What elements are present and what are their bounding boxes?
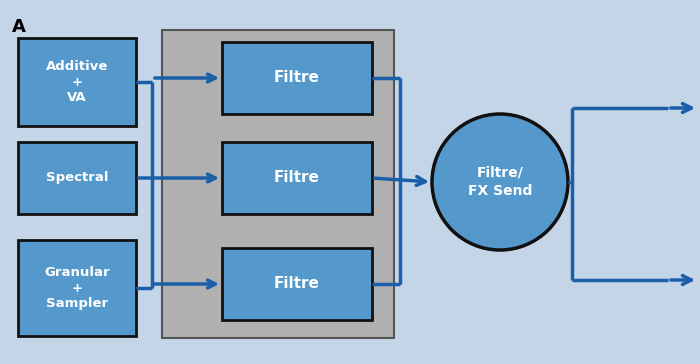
Text: A: A [12,18,26,36]
Ellipse shape [432,114,568,250]
Bar [162,30,394,338]
Bar [222,248,372,320]
Text: Additive
+
VA: Additive + VA [46,60,108,104]
Text: Filtre: Filtre [274,277,320,292]
Text: Filtre/
FX Send: Filtre/ FX Send [468,166,532,198]
Bar [18,240,136,336]
Bar [18,142,136,214]
Text: Spectral: Spectral [46,171,108,185]
Bar [18,38,136,126]
Bar [222,142,372,214]
Bar [222,42,372,114]
Text: Granular
+
Sampler: Granular + Sampler [44,266,110,310]
Text: Filtre: Filtre [274,71,320,86]
Text: Filtre: Filtre [274,170,320,186]
